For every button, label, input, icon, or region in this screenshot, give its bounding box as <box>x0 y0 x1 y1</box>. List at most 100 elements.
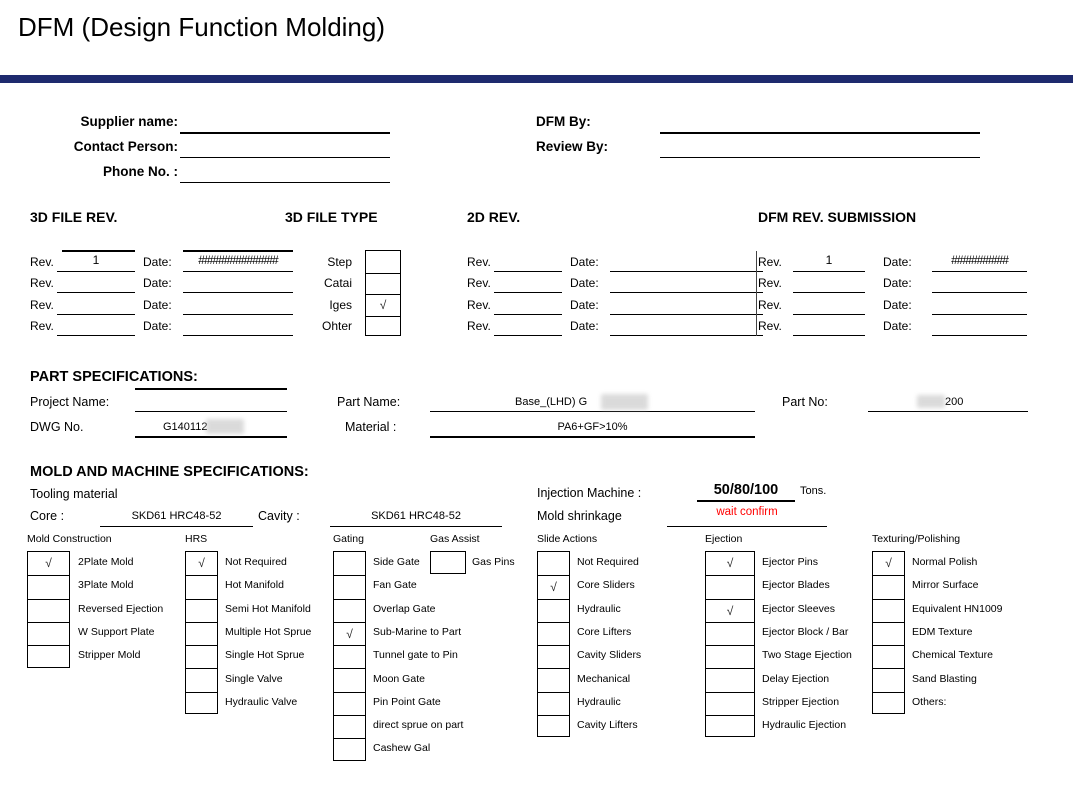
date-value-field[interactable] <box>610 296 763 315</box>
date-value-field[interactable]: ########## <box>932 253 1027 272</box>
checkbox-cell[interactable]: √ <box>706 552 754 575</box>
checkbox-cell[interactable] <box>334 575 365 598</box>
mold-shrinkage-value[interactable]: wait confirm <box>716 506 778 518</box>
checkbox-cell[interactable] <box>334 598 365 622</box>
checkbox-cell[interactable] <box>873 621 904 645</box>
part-no-field[interactable] <box>868 396 1028 412</box>
checkbox-cell[interactable] <box>873 645 904 668</box>
date-label: Date: <box>143 276 172 290</box>
checkbox-cell[interactable] <box>28 645 69 668</box>
file-type-checkbox[interactable] <box>366 251 400 273</box>
checkbox-cell[interactable] <box>538 552 569 575</box>
file-type-checkbox[interactable] <box>366 272 400 295</box>
date-value-field[interactable]: ############## <box>183 253 293 272</box>
checkbox-cell[interactable] <box>538 598 569 622</box>
checkbox-cell[interactable] <box>334 552 365 575</box>
checkbox-cell[interactable] <box>706 575 754 598</box>
supplier-name-field[interactable] <box>180 116 390 134</box>
checkbox-cell[interactable] <box>431 552 465 575</box>
cavity-field[interactable]: SKD61 HRC48-52 <box>330 510 502 527</box>
checkbox-cell[interactable]: √ <box>334 621 365 645</box>
checkbox-cell[interactable] <box>334 668 365 691</box>
checkbox-group-title: Gas Assist <box>430 533 480 545</box>
checkbox-cell[interactable]: √ <box>873 552 904 575</box>
checkbox-label: Hydraulic <box>577 602 621 615</box>
date-value-field[interactable] <box>183 296 293 315</box>
check-mark: √ <box>885 556 892 570</box>
date-value-field[interactable] <box>932 317 1027 336</box>
checkbox-cell[interactable] <box>334 645 365 668</box>
date-value-field[interactable] <box>932 296 1027 315</box>
checkbox-cell[interactable] <box>334 715 365 738</box>
checkbox-cell[interactable] <box>873 691 904 715</box>
date-value-field[interactable] <box>932 274 1027 293</box>
checkbox-cell[interactable] <box>706 668 754 691</box>
rev-value-field[interactable] <box>57 274 135 293</box>
checkbox-cell[interactable] <box>186 575 217 598</box>
checkbox-cell[interactable] <box>538 621 569 645</box>
rev-value-field[interactable] <box>494 317 562 336</box>
checkbox-cell[interactable] <box>706 621 754 645</box>
checkbox-cell[interactable] <box>334 738 365 761</box>
rev-value-field[interactable] <box>494 274 562 293</box>
rev-value-field[interactable] <box>494 296 562 315</box>
contact-person-field[interactable] <box>180 141 390 158</box>
checkbox-cell[interactable] <box>538 668 569 691</box>
checkbox-cell[interactable] <box>706 691 754 715</box>
rev-value-field[interactable]: 1 <box>57 253 135 272</box>
rev-value-field[interactable] <box>57 317 135 336</box>
checkbox-label: Tunnel gate to Pin <box>373 649 458 662</box>
rev-value-field[interactable]: 1 <box>793 253 865 272</box>
rev-value-field[interactable] <box>793 296 865 315</box>
checkbox-cell[interactable]: √ <box>538 575 569 598</box>
date-value-field[interactable] <box>183 317 293 336</box>
checkbox-cell[interactable] <box>186 668 217 691</box>
file-type-label: Catai <box>323 276 352 290</box>
checkbox-label: Single Valve <box>225 672 283 685</box>
file-type-label: Ohter <box>321 319 352 333</box>
rev-value-field[interactable] <box>793 317 865 336</box>
checkbox-cell[interactable] <box>186 598 217 622</box>
checkbox-cell[interactable] <box>186 621 217 645</box>
checkbox-label: Reversed Ejection <box>78 602 164 615</box>
rev-label: Rev. <box>758 276 782 290</box>
date-value-field[interactable] <box>610 253 763 272</box>
checkbox-cell[interactable] <box>538 691 569 715</box>
checkbox-cell[interactable] <box>28 621 69 645</box>
checkbox-cell[interactable] <box>186 691 217 715</box>
file-type-checkbox-checked[interactable]: √ <box>366 294 400 316</box>
checkbox-cell[interactable] <box>538 715 569 738</box>
checkbox-cell[interactable] <box>706 645 754 668</box>
rev-value-field[interactable] <box>793 274 865 293</box>
checkbox-cell[interactable] <box>873 598 904 622</box>
dwg-no-field[interactable] <box>135 421 287 438</box>
checkbox-cell[interactable]: √ <box>186 552 217 575</box>
part-name-field[interactable] <box>430 396 755 412</box>
checkbox-cell[interactable] <box>186 645 217 668</box>
phone-field[interactable] <box>180 166 390 183</box>
checkbox-cell[interactable] <box>28 598 69 622</box>
checkbox-cell[interactable] <box>873 668 904 691</box>
injection-machine-value[interactable]: 50/80/100 <box>713 482 779 498</box>
checkbox-cell[interactable] <box>538 645 569 668</box>
checkbox-cell[interactable] <box>706 715 754 738</box>
material-field[interactable]: PA6+GF>10% <box>430 421 755 438</box>
checkbox-label: Cavity Sliders <box>577 649 642 662</box>
checkbox-cell[interactable] <box>334 691 365 715</box>
checkbox-cell[interactable]: √ <box>28 552 69 575</box>
date-value-field[interactable] <box>610 317 763 336</box>
project-name-field[interactable] <box>135 396 287 412</box>
core-field[interactable]: SKD61 HRC48-52 <box>100 510 253 527</box>
review-by-field[interactable] <box>660 141 980 158</box>
rev-value-field[interactable] <box>494 253 562 272</box>
checkbox-label: Stripper Mold <box>78 649 141 662</box>
file-type-checkbox[interactable] <box>366 315 400 338</box>
checkbox-cell[interactable] <box>28 575 69 598</box>
checkbox-cell[interactable] <box>873 575 904 598</box>
checkbox-cell[interactable]: √ <box>706 598 754 622</box>
date-value-field[interactable] <box>610 274 763 293</box>
dfm-by-field[interactable] <box>660 116 980 134</box>
checkbox-group-title: Gating <box>333 533 364 545</box>
rev-value-field[interactable] <box>57 296 135 315</box>
date-value-field[interactable] <box>183 274 293 293</box>
